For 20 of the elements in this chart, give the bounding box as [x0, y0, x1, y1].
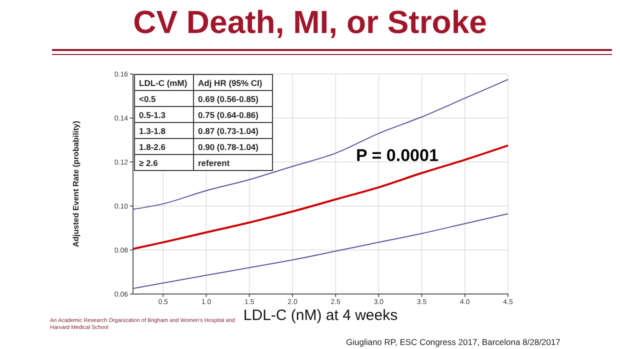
annotation: 0.5-1.3: [134, 106, 194, 122]
annotation: 0.87 (0.73-1.04): [194, 122, 272, 138]
annotation: 0.90 (0.78-1.04): [194, 138, 272, 154]
annotation: 0.69 (0.56-0.85): [194, 90, 272, 106]
annotation: Adj HR (95% CI): [194, 74, 272, 90]
chart-title: CV Death, MI, or Stroke: [132, 4, 488, 41]
text: Giugliano RP, ESC Congress 2017, Barcelona 8/28/2017: [346, 337, 560, 347]
annotation: 1.8-2.6: [134, 138, 194, 154]
y-axis-title: Adjusted Event Rate (probability): [72, 120, 80, 248]
line-series: [133, 213, 508, 289]
line-series: [133, 144, 508, 250]
annotation: <0.5: [134, 90, 194, 106]
x-axis-title: LDL-C (nM) at 4 weeks: [243, 307, 398, 324]
annotation: 0.75 (0.64-0.86): [194, 106, 272, 122]
annotation: ≥ 2.6: [134, 154, 194, 170]
annotation: 1.3-1.8: [134, 122, 194, 138]
line-series: [133, 79, 508, 210]
annotation: P = 0.0001: [356, 146, 438, 166]
annotation: referent: [194, 154, 272, 170]
annotation: LDL-C (mM): [134, 74, 194, 90]
